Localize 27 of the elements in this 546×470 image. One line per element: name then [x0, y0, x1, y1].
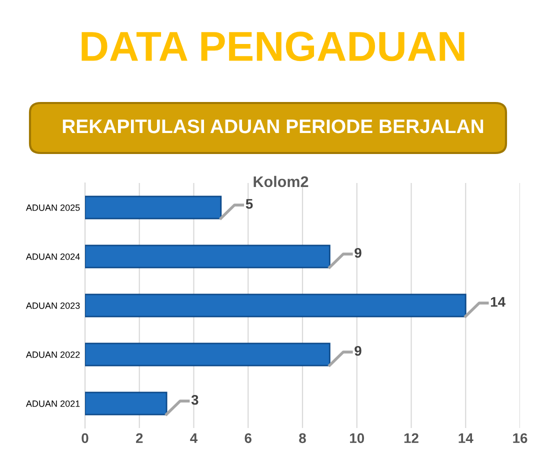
bar — [85, 342, 330, 366]
data-label: 9 — [354, 248, 362, 258]
data-label: 9 — [354, 346, 362, 356]
x-tick-label: 0 — [82, 433, 88, 444]
x-tick-label: 2 — [136, 433, 143, 443]
bar — [85, 294, 466, 318]
data-label: 14 — [490, 297, 506, 307]
bar — [85, 392, 168, 416]
data-label: 3 — [191, 394, 198, 405]
x-tick-label: 6 — [244, 433, 252, 444]
y-tick-label: ADUAN 2023 — [26, 302, 80, 309]
y-tick-label: ADUAN 2025 — [26, 204, 80, 211]
x-tick-label: 16 — [513, 433, 528, 444]
y-tick-label: ADUAN 2021 — [26, 400, 80, 407]
data-label: 5 — [246, 199, 253, 209]
bar — [85, 196, 222, 220]
chart-subtitle: REKAPITULASI ADUAN PERIODE BERJALAN — [62, 119, 484, 134]
chart-title: DATA PENGADUAN — [82, 32, 464, 62]
x-tick-label: 12 — [404, 433, 418, 443]
bar — [85, 244, 330, 268]
annotation: Kolom2 — [254, 176, 308, 188]
x-tick-label: 14 — [458, 433, 474, 443]
x-tick-label: 10 — [350, 433, 364, 444]
x-tick-label: 8 — [299, 433, 306, 444]
y-tick-label: ADUAN 2022 — [26, 351, 80, 358]
x-tick-label: 4 — [190, 433, 198, 443]
y-tick-label: ADUAN 2024 — [26, 253, 80, 260]
